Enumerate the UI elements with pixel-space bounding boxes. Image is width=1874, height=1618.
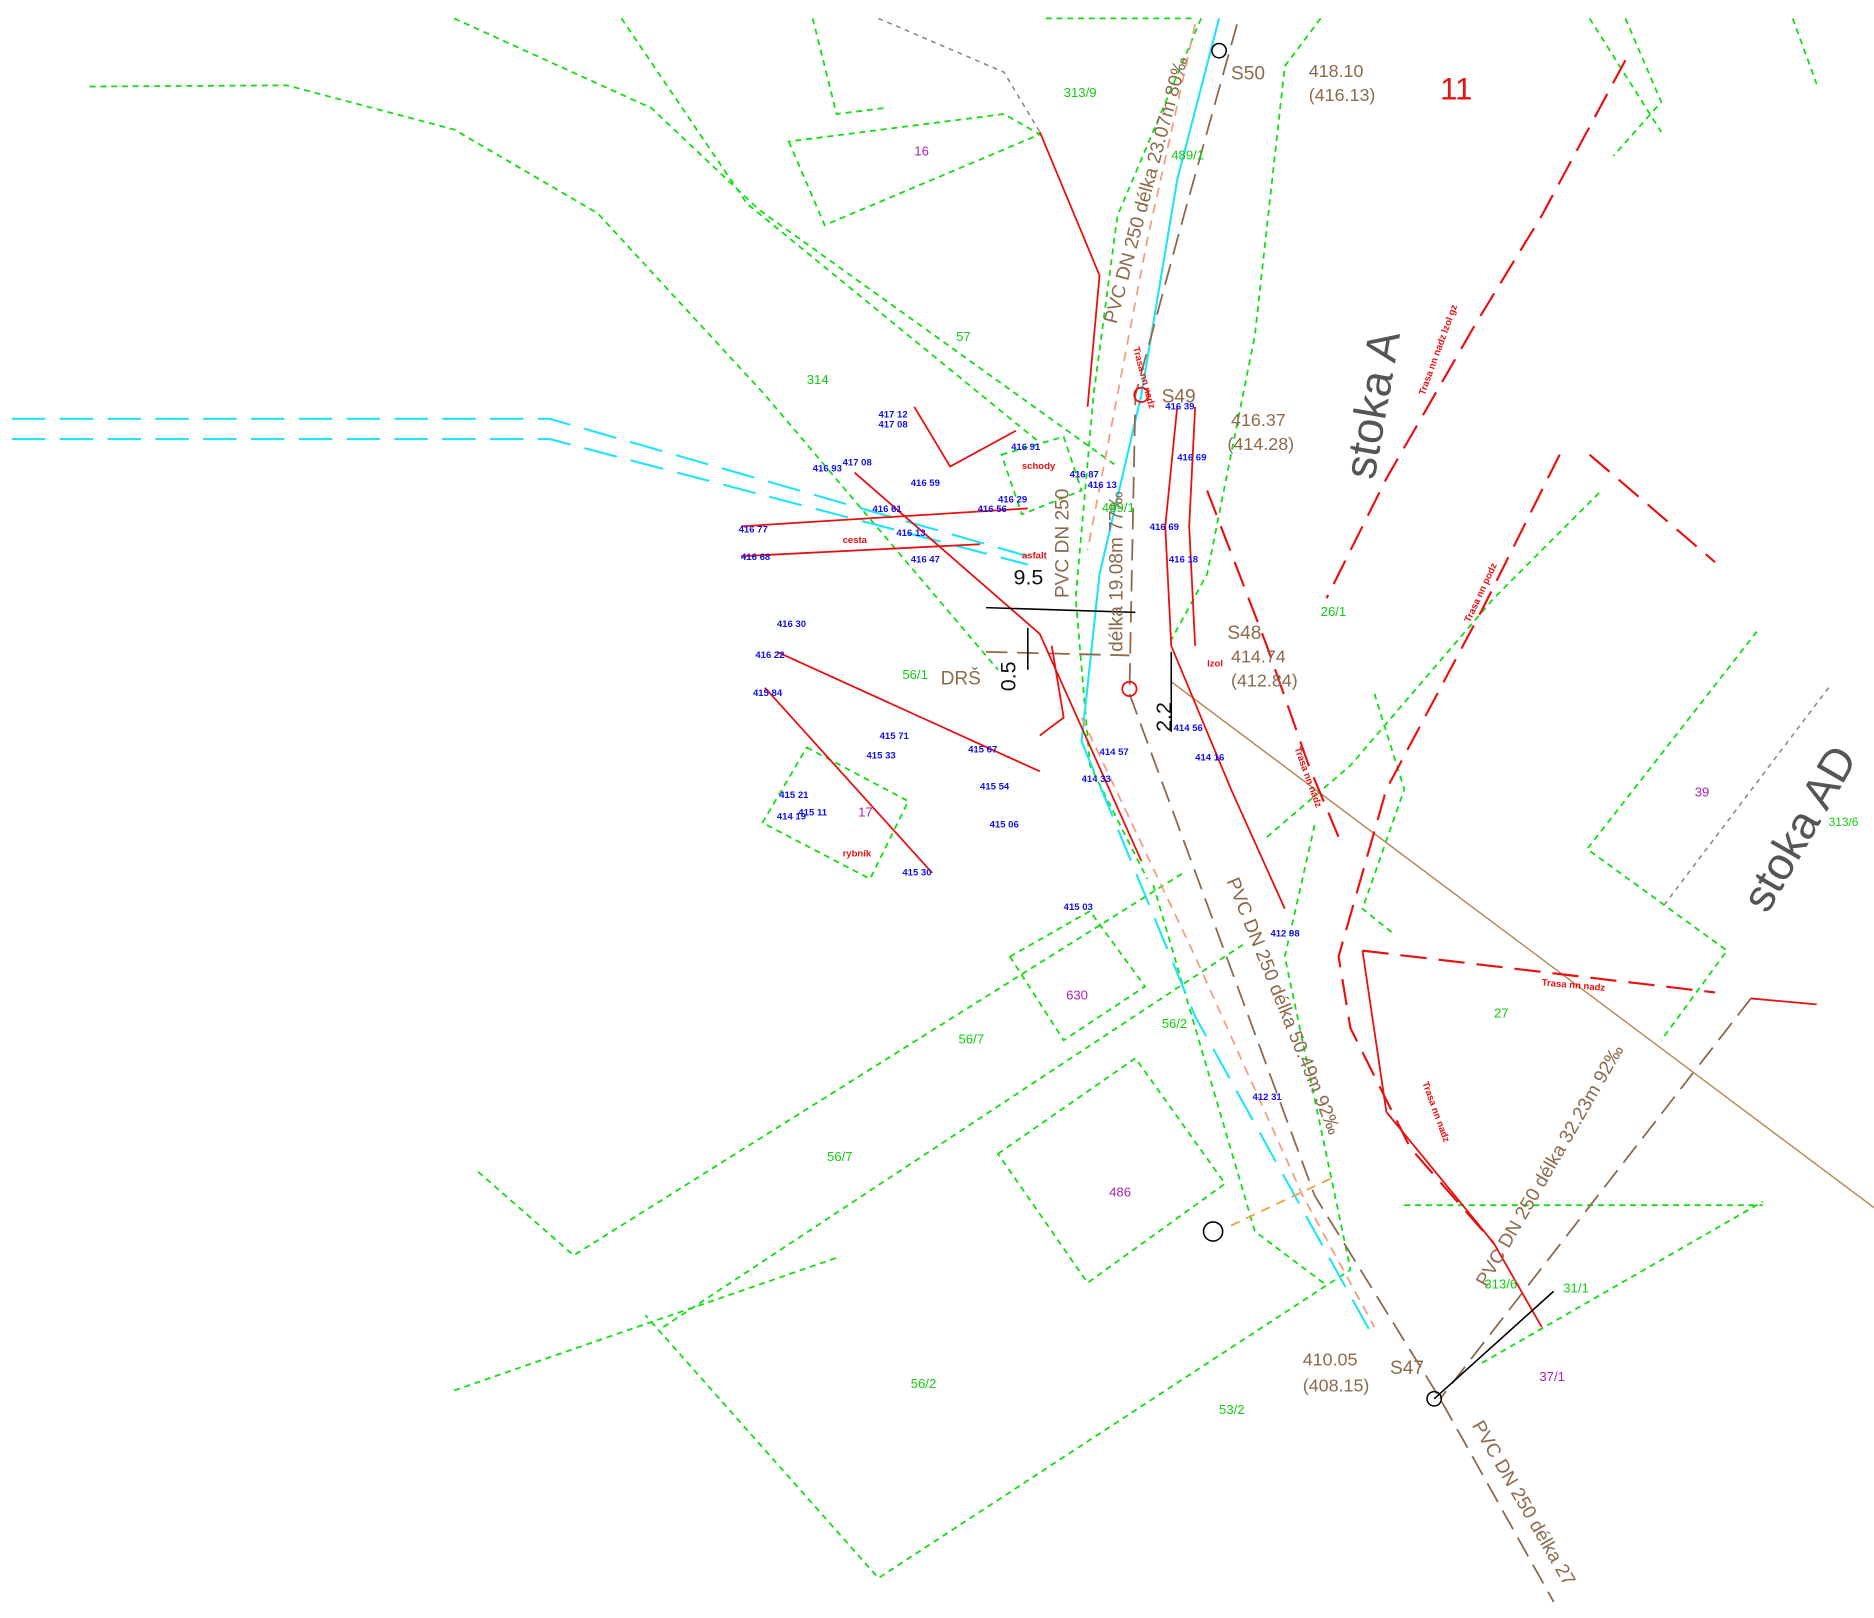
spot-height: 416 56 [978, 504, 1007, 515]
building-number: 630 [1066, 988, 1088, 1003]
spot-height: 416 30 [777, 619, 806, 630]
dimension: 9.5 [1013, 566, 1043, 590]
manhole-invert: (414.28) [1227, 434, 1294, 454]
building-number: 37/1 [1539, 1369, 1565, 1384]
spot-height: 416 93 [813, 464, 842, 475]
spot-height: 416 69 [1177, 453, 1206, 464]
parcel-number: 313/6 [1829, 815, 1859, 829]
manhole-level: 414.74 [1231, 647, 1286, 667]
note: schody [1022, 461, 1056, 472]
spot-height: 416 59 [911, 478, 940, 489]
spot-height: 415 54 [980, 781, 1010, 792]
water-lines [12, 18, 1374, 1339]
note: Trasa nn nadz lzol gz [1417, 303, 1460, 397]
note: lzol [1207, 658, 1223, 669]
note: Trasa nn nadz [1130, 346, 1157, 411]
parcel-number: 53/2 [1219, 1402, 1245, 1417]
parcel-number: 31/1 [1563, 1280, 1589, 1295]
dimensions [986, 608, 1554, 1399]
parcel-number: 56/7 [959, 1032, 985, 1047]
spot-height: 414 56 [1174, 723, 1203, 734]
note: Trasa nn nadz [1541, 977, 1606, 994]
parcel-number: 56/2 [1162, 1016, 1188, 1031]
note: rybník [843, 848, 872, 859]
spot-height: 416 13 [1088, 480, 1117, 491]
manhole-invert: (412.84) [1231, 670, 1298, 690]
spot-height: 415 71 [880, 731, 910, 742]
manhole-level: 416.37 [1231, 410, 1286, 430]
parcel-number: 57 [956, 329, 971, 344]
dimension: 0.5 [997, 661, 1021, 691]
manhole-name: S47 [1390, 1358, 1424, 1379]
manhole-name: S50 [1231, 64, 1265, 85]
spot-height: 414 16 [1195, 753, 1224, 764]
parcel-boundaries [90, 18, 1829, 1578]
spot-height: 417 08 [843, 458, 873, 469]
map: 11S50418.10(416.13)S49416.37(414.28)S484… [0, 0, 1874, 1618]
sewer-name: stoka A [1334, 326, 1410, 482]
building-number: 17 [858, 805, 873, 820]
parcel-number: 56/1 [902, 667, 928, 682]
pipe-label: délka 19.08m 77‰ [1107, 491, 1128, 651]
note: Trasa nn podz [1463, 561, 1500, 624]
dimension: 2.2 [1152, 702, 1176, 732]
manhole-invert: (408.15) [1303, 1376, 1370, 1396]
spot-height: 415 84 [753, 688, 783, 699]
spot-height: 416 29 [998, 495, 1027, 506]
spot-height: 415 67 [968, 744, 997, 755]
spot-height: 416 61 [872, 504, 902, 515]
spot-height: 414 33 [1082, 774, 1111, 785]
parcel-number: 27 [1494, 1005, 1509, 1020]
spot-height: 415 21 [779, 790, 809, 801]
spot-height: 415 30 [902, 867, 931, 878]
spot-height: 415 06 [990, 820, 1019, 831]
power-lines [741, 44, 1817, 1406]
parcel-number: 39 [1695, 784, 1710, 799]
pipe-label: PVC DN 250 délka 23.07m 80‰ [1101, 55, 1192, 326]
note: Trasa nn nadz [1419, 1080, 1451, 1144]
parcel-number: 56/7 [827, 1149, 853, 1164]
parcel-number: 489/1 [1102, 500, 1135, 515]
manhole-name: S48 [1227, 623, 1261, 644]
spot-height: 414 57 [1100, 747, 1129, 758]
manhole-level: 410.05 [1303, 1349, 1358, 1369]
pipe-label: PVC DN 250 [1053, 489, 1074, 598]
spot-height: 416 77 [739, 524, 768, 535]
spot-height: 416 13 [896, 528, 925, 539]
spot-height: 415 11 [798, 808, 827, 819]
parcel-number: 313/6 [1484, 1277, 1517, 1292]
spot-height: 416 22 [755, 650, 784, 661]
pipe-label: PVC DN 250 délka 27 [1467, 1417, 1579, 1589]
parcel-number: 489/1 [1171, 147, 1204, 162]
spot-height: 417 08 [878, 419, 908, 430]
spot-height: 416 69 [1150, 522, 1179, 533]
parcel-number: 314 [807, 372, 829, 387]
parcel-number: 313/9 [1064, 85, 1097, 100]
note: Trasa nn nadz [1292, 746, 1324, 810]
building-number: 486 [1109, 1185, 1131, 1200]
spot-height: 415 03 [1064, 902, 1093, 913]
sheet-number: 11 [1440, 72, 1472, 107]
pipe-label: PVC DN 250 délka 32.23m 92‰ [1473, 1042, 1629, 1291]
parcel-number: 56/2 [911, 1376, 937, 1391]
spot-height: 416 18 [1169, 554, 1199, 565]
spot-height: 415 33 [866, 750, 895, 761]
manhole-level: 418.10 [1309, 61, 1364, 81]
note: cesta [843, 535, 868, 546]
manhole-invert: (416.13) [1309, 85, 1376, 105]
drs-label: DRŠ [941, 667, 981, 689]
spot-height: 412 31 [1253, 1092, 1283, 1103]
parcel-number: 26/1 [1321, 604, 1347, 619]
spot-height: 416 87 [1070, 469, 1099, 480]
building-number: 16 [914, 144, 929, 159]
spot-height: 416 68 [741, 552, 771, 563]
spot-height: 416 39 [1165, 401, 1194, 412]
spot-height: 412 98 [1270, 928, 1300, 939]
note: asfalt [1022, 551, 1048, 562]
spot-height: 416 47 [911, 554, 940, 565]
spot-height: 416 91 [1011, 442, 1041, 453]
